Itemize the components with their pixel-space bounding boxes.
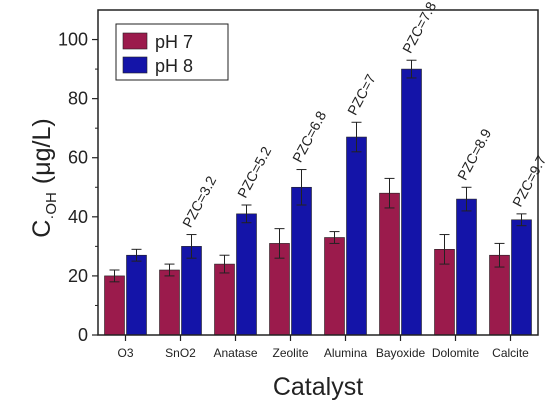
y-axis-title: C·OH (μg/L) bbox=[28, 118, 60, 237]
legend: pH 7 pH 8 bbox=[115, 23, 229, 81]
x-tick-label-zeolite: Zeolite bbox=[272, 346, 308, 360]
bars-layer bbox=[104, 68, 532, 336]
x-tick-label-bayoxide: Bayoxide bbox=[376, 346, 426, 360]
y-axis-title-main: C bbox=[28, 220, 56, 238]
pzc-annotation-zeolite: PZC=6.8 bbox=[289, 108, 329, 165]
x-axis-ticks: O3 SnO2 Anatase Zeolite Alumina Bayoxide Dolom… bbox=[117, 335, 529, 360]
bar-ph8-sno2 bbox=[181, 246, 202, 336]
legend-swatch-ph8 bbox=[122, 56, 148, 74]
y-tick-label-20: 20 bbox=[68, 266, 88, 286]
bar-ph7-bayoxide bbox=[379, 192, 400, 336]
pzc-annotation-bayoxide: PZC=7.8 bbox=[399, 0, 439, 56]
legend-label-ph7: pH 7 bbox=[155, 32, 193, 52]
y-axis-ticks: 0 20 40 60 80 100 bbox=[58, 30, 98, 345]
x-tick-label-calcite: Calcite bbox=[492, 346, 529, 360]
pzc-annotation-sno2: PZC=3.2 bbox=[179, 173, 219, 230]
y-axis-title-sub: ·OH bbox=[43, 192, 60, 220]
bar-ph7-alumina bbox=[324, 237, 345, 336]
bar-ph7-o3 bbox=[104, 275, 125, 336]
x-tick-label-o3: O3 bbox=[117, 346, 133, 360]
pzc-annotation-anatase: PZC=5.2 bbox=[234, 144, 274, 201]
pzc-annotation-alumina: PZC=7 bbox=[344, 71, 379, 118]
y-tick-label-0: 0 bbox=[78, 325, 88, 345]
bar-ph8-calcite bbox=[511, 219, 532, 336]
y-axis-title-unit: (μg/L) bbox=[28, 118, 56, 184]
pzc-annotation-calcite: PZC=9.7 bbox=[509, 152, 549, 209]
y-tick-label-40: 40 bbox=[68, 207, 88, 227]
bar-ph8-dolomite bbox=[456, 198, 477, 336]
bar-ph8-o3 bbox=[126, 254, 147, 336]
plot-frame bbox=[97, 9, 539, 336]
pzc-annotation-dolomite: PZC=8.9 bbox=[454, 126, 494, 183]
x-tick-label-dolomite: Dolomite bbox=[432, 346, 480, 360]
bar-ph8-anatase bbox=[236, 213, 257, 336]
bar-ph8-zeolite bbox=[291, 186, 312, 336]
svg-text:C·OH(μg/L): C·OH (μg/L) bbox=[28, 118, 60, 237]
y-tick-label-80: 80 bbox=[68, 89, 88, 109]
legend-label-ph8: pH 8 bbox=[155, 56, 193, 76]
x-tick-label-sno2: SnO2 bbox=[165, 346, 196, 360]
bar-ph7-anatase bbox=[214, 263, 235, 336]
legend-swatch-ph7 bbox=[122, 32, 148, 50]
bar-ph8-alumina bbox=[346, 136, 367, 336]
error-bars-layer bbox=[109, 59, 527, 283]
x-tick-label-anatase: Anatase bbox=[213, 346, 257, 360]
x-tick-label-alumina: Alumina bbox=[324, 346, 368, 360]
y-tick-label-100: 100 bbox=[58, 30, 88, 50]
x-axis-title: Catalyst bbox=[273, 373, 363, 401]
bar-ph8-bayoxide bbox=[401, 68, 422, 336]
bar-ph7-sno2 bbox=[159, 269, 180, 336]
y-tick-label-60: 60 bbox=[68, 148, 88, 168]
